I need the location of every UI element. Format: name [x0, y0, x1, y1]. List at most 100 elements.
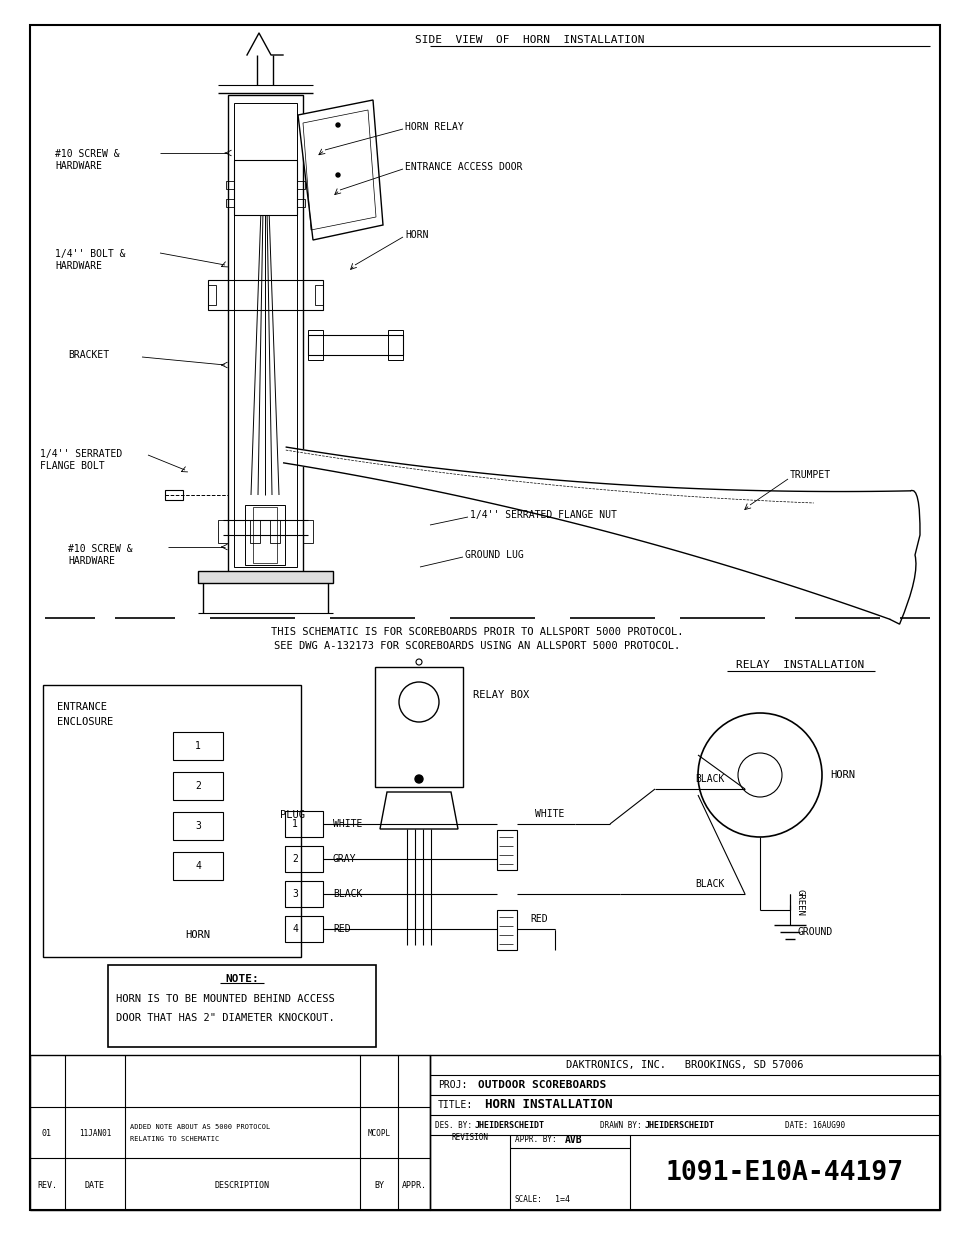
Text: SCALE:: SCALE: — [515, 1195, 542, 1204]
Bar — [303, 520, 313, 543]
Text: HORN: HORN — [829, 769, 854, 781]
Text: DOOR THAT HAS 2" DIAMETER KNOCKOUT.: DOOR THAT HAS 2" DIAMETER KNOCKOUT. — [116, 1013, 335, 1023]
Polygon shape — [732, 490, 752, 569]
Bar — [172, 732, 223, 760]
Polygon shape — [368, 459, 378, 479]
Bar — [497, 830, 517, 869]
Polygon shape — [799, 492, 822, 592]
Polygon shape — [866, 492, 894, 614]
Bar — [30, 1055, 430, 1210]
Polygon shape — [322, 453, 332, 471]
Polygon shape — [436, 468, 448, 493]
Circle shape — [335, 124, 339, 127]
Text: WHITE: WHITE — [333, 819, 362, 829]
Bar — [285, 881, 323, 906]
Text: DRAWN BY:: DRAWN BY: — [599, 1120, 641, 1130]
Circle shape — [335, 173, 339, 177]
Text: HORN: HORN — [405, 230, 428, 240]
Text: JHEIDERSCHEIDT: JHEIDERSCHEIDT — [475, 1120, 544, 1130]
Polygon shape — [596, 484, 611, 531]
Text: BLACK: BLACK — [695, 774, 723, 784]
Polygon shape — [618, 485, 635, 537]
Text: 1: 1 — [292, 819, 297, 829]
Polygon shape — [641, 487, 658, 543]
Bar — [296, 199, 305, 207]
Text: APPR.: APPR. — [401, 1181, 426, 1189]
Text: BRACKET: BRACKET — [68, 350, 109, 359]
Text: REV.: REV. — [37, 1181, 57, 1189]
Text: SEE DWG A-132173 FOR SCOREBOARDS USING AN ALLSPORT 5000 PROTOCOL.: SEE DWG A-132173 FOR SCOREBOARDS USING A… — [274, 641, 679, 651]
Bar — [388, 330, 402, 359]
Bar — [228, 95, 303, 576]
Text: THIS SCHEMATIC IS FOR SCOREBOARDS PROIR TO ALLSPORT 5000 PROTOCOL.: THIS SCHEMATIC IS FOR SCOREBOARDS PROIR … — [271, 627, 682, 637]
Text: ENTRANCE ACCESS DOOR: ENTRANCE ACCESS DOOR — [405, 162, 522, 172]
Polygon shape — [686, 489, 705, 556]
Polygon shape — [297, 100, 382, 240]
Text: REVISION: REVISION — [451, 1134, 488, 1142]
Text: BLACK: BLACK — [333, 889, 362, 899]
Text: RED: RED — [333, 924, 351, 934]
Bar — [198, 571, 333, 583]
Bar — [226, 182, 233, 189]
Bar — [208, 285, 215, 305]
Polygon shape — [345, 457, 355, 475]
Text: DATE: 16AUG90: DATE: 16AUG90 — [784, 1120, 844, 1130]
Text: TITLE:: TITLE: — [437, 1100, 473, 1110]
Text: RELAY BOX: RELAY BOX — [473, 690, 529, 700]
Text: ADDED NOTE ABOUT AS 5000 PROTOCOL: ADDED NOTE ABOUT AS 5000 PROTOCOL — [130, 1124, 270, 1130]
Text: AVB: AVB — [564, 1135, 582, 1145]
Text: SIDE  VIEW  OF  HORN  INSTALLATION: SIDE VIEW OF HORN INSTALLATION — [415, 35, 644, 44]
Text: GREEN: GREEN — [795, 888, 804, 915]
Polygon shape — [379, 792, 457, 829]
Text: 4: 4 — [194, 861, 201, 871]
Text: GROUND LUG: GROUND LUG — [464, 550, 523, 559]
Polygon shape — [821, 492, 846, 599]
Bar — [375, 667, 462, 787]
Text: RED: RED — [530, 914, 547, 924]
Bar — [253, 508, 276, 563]
Text: BLACK: BLACK — [695, 879, 723, 889]
Text: 1/4'' SERRATED
FLANGE BOLT: 1/4'' SERRATED FLANGE BOLT — [40, 450, 122, 471]
Text: JHEIDERSCHEIDT: JHEIDERSCHEIDT — [644, 1120, 714, 1130]
Polygon shape — [414, 466, 425, 488]
Bar — [233, 103, 296, 567]
Bar — [308, 335, 402, 354]
Polygon shape — [777, 492, 799, 584]
Polygon shape — [664, 488, 681, 550]
Polygon shape — [573, 482, 588, 525]
Bar — [218, 520, 228, 543]
Text: NOTE:: NOTE: — [225, 974, 258, 984]
Text: PROJ:: PROJ: — [437, 1079, 467, 1091]
Polygon shape — [482, 474, 495, 503]
Polygon shape — [528, 478, 541, 514]
Polygon shape — [551, 480, 564, 519]
Text: ENCLOSURE: ENCLOSURE — [57, 718, 113, 727]
Bar — [296, 182, 305, 189]
Text: DATE: DATE — [85, 1181, 105, 1189]
Text: HORN INSTALLATION: HORN INSTALLATION — [484, 1098, 612, 1112]
Bar — [245, 505, 285, 564]
Text: RELAY  INSTALLATION: RELAY INSTALLATION — [735, 659, 863, 671]
Bar — [308, 330, 323, 359]
Text: OUTDOOR SCOREBOARDS: OUTDOOR SCOREBOARDS — [477, 1079, 605, 1091]
Bar — [497, 910, 517, 950]
Text: DAKTRONICS, INC.   BROOKINGS, SD 57006: DAKTRONICS, INC. BROOKINGS, SD 57006 — [566, 1060, 803, 1070]
Text: 1: 1 — [194, 741, 201, 751]
Text: 1/4'' BOLT &
HARDWARE: 1/4'' BOLT & HARDWARE — [55, 249, 126, 270]
Bar — [285, 846, 323, 872]
Text: HORN: HORN — [185, 930, 211, 940]
Text: DES. BY:: DES. BY: — [435, 1120, 472, 1130]
Text: 1=4: 1=4 — [555, 1195, 569, 1204]
Text: #10 SCREW &
HARDWARE: #10 SCREW & HARDWARE — [68, 545, 132, 566]
Text: TRUMPET: TRUMPET — [789, 471, 830, 480]
Text: 2: 2 — [292, 853, 297, 864]
Text: PLUG: PLUG — [280, 810, 305, 820]
Text: 2: 2 — [194, 781, 201, 790]
Polygon shape — [709, 489, 728, 563]
Text: HORN RELAY: HORN RELAY — [405, 122, 463, 132]
Polygon shape — [843, 492, 870, 606]
Bar — [172, 772, 223, 800]
Bar — [250, 520, 260, 543]
Text: ENTRANCE: ENTRANCE — [57, 701, 107, 713]
Bar — [285, 916, 323, 942]
